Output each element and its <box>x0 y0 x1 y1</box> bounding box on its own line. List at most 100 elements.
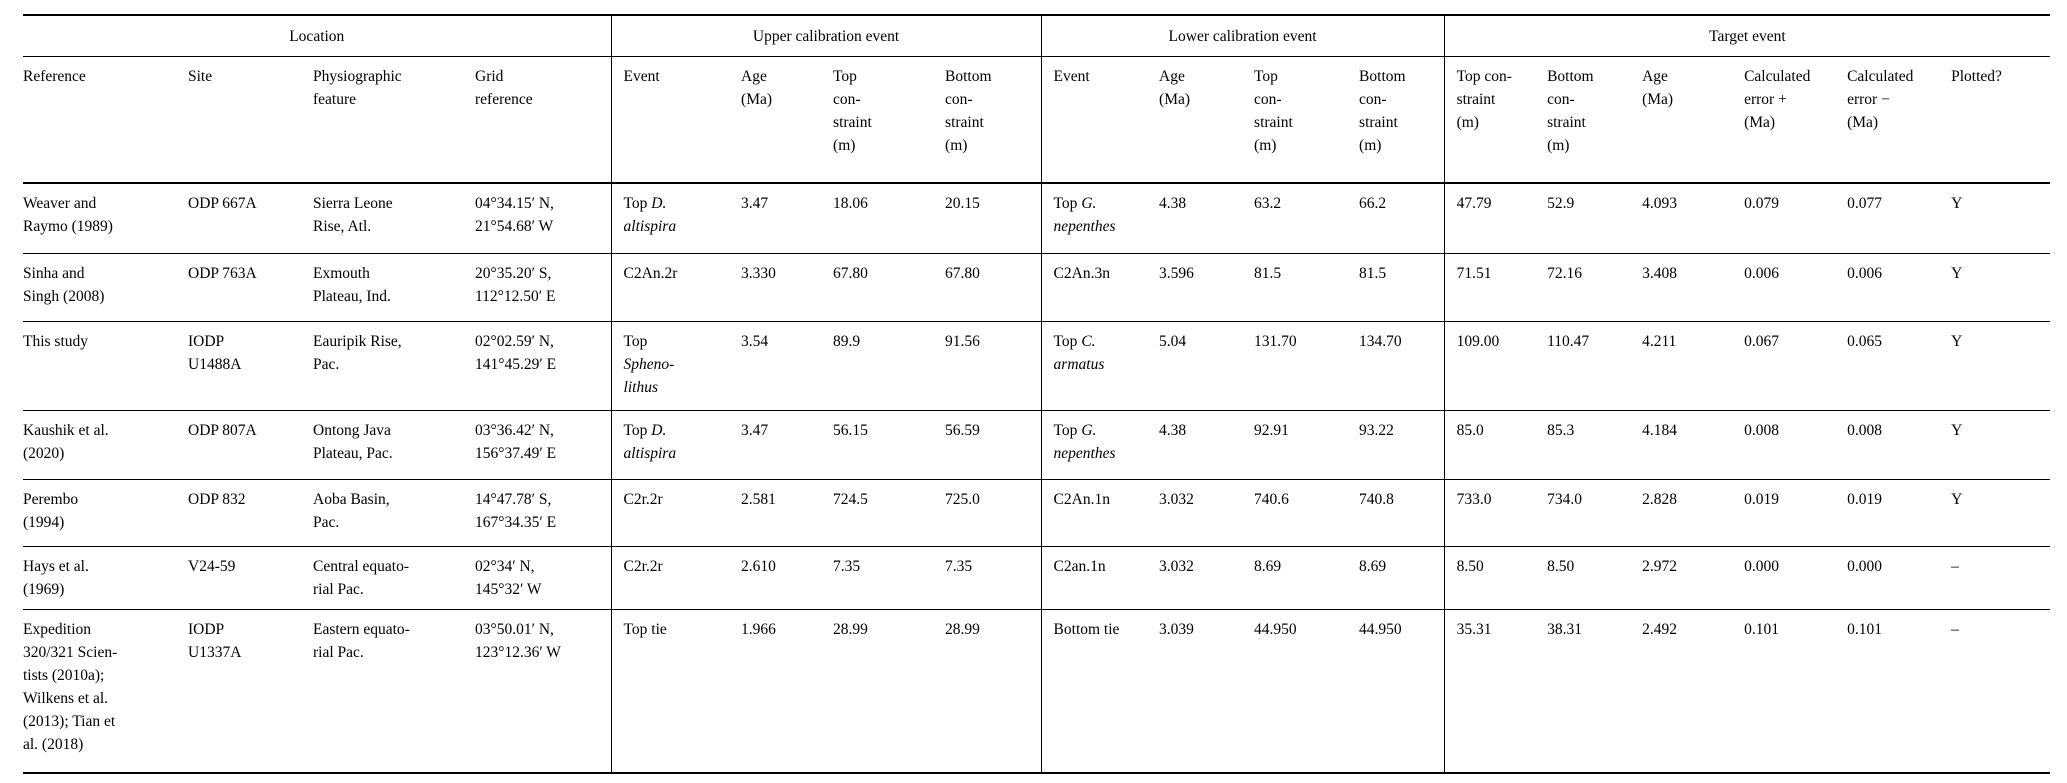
cell: 91.56 <box>945 320 1042 410</box>
cell: IODP U1337A <box>188 608 313 773</box>
table-row: This study IODP U1488A Eauripik Rise, Pac.… <box>23 320 2051 410</box>
cell: Kaushik et al. (2020) <box>23 409 188 479</box>
cell: Eastern equato- rial Pac. <box>313 608 475 773</box>
cell: 0.006 <box>1847 252 1952 321</box>
cell: Top D. altispira <box>610 409 742 479</box>
cell: C2An.2r <box>610 252 742 321</box>
cell: 47.79 <box>1443 182 1548 253</box>
cell: 0.000 <box>1744 545 1848 609</box>
cell: 5.04 <box>1159 320 1255 410</box>
cell: 3.032 <box>1159 478 1255 546</box>
column-header: Reference <box>23 56 188 184</box>
cell: Aoba Basin, Pac. <box>313 478 475 546</box>
cell: 0.006 <box>1744 252 1848 321</box>
table-row: Expedition 320/321 Scien- tists (2010a);… <box>23 608 2051 773</box>
column-header: Top con- straint (m) <box>1443 56 1548 184</box>
cell: 0.008 <box>1847 409 1952 479</box>
cell: 1.966 <box>741 608 834 773</box>
species-name: G. nepenthes <box>1053 195 1116 235</box>
cell: 3.596 <box>1159 252 1255 321</box>
column-header: Top con- straint (m) <box>1254 56 1360 184</box>
cell: 7.35 <box>833 545 946 609</box>
cell: 02°34′ N, 145°32′ W <box>475 545 612 609</box>
column-header: Age (Ma) <box>741 56 834 184</box>
cell: 734.0 <box>1547 478 1643 546</box>
cell: Y <box>1951 320 2051 410</box>
column-header: Age (Ma) <box>1642 56 1745 184</box>
cell: 85.3 <box>1547 409 1643 479</box>
cell: 81.5 <box>1359 252 1445 321</box>
cell: 66.2 <box>1359 182 1445 253</box>
column-header: Bottom con- straint (m) <box>1547 56 1643 184</box>
cell: 7.35 <box>945 545 1042 609</box>
cell: Top C. armatus <box>1040 320 1160 410</box>
group-header: Upper calibration event <box>610 15 1042 57</box>
cell: 20°35.20′ S, 112°12.50′ E <box>475 252 612 321</box>
cell: 03°36.42′ N, 156°37.49′ E <box>475 409 612 479</box>
column-header: Bottom con- straint (m) <box>1359 56 1445 184</box>
cell: 35.31 <box>1443 608 1548 773</box>
cell: Y <box>1951 182 2051 253</box>
cell: 733.0 <box>1443 478 1548 546</box>
cell: ODP 832 <box>188 478 313 546</box>
cell: 8.50 <box>1547 545 1643 609</box>
cell: 0.065 <box>1847 320 1952 410</box>
cell: 8.69 <box>1359 545 1445 609</box>
cell: 740.6 <box>1254 478 1360 546</box>
cell: Y <box>1951 478 2051 546</box>
cell: 8.69 <box>1254 545 1360 609</box>
cell: V24-59 <box>188 545 313 609</box>
cell: 131.70 <box>1254 320 1360 410</box>
cell: 725.0 <box>945 478 1042 546</box>
column-header: Grid reference <box>475 56 612 184</box>
column-header: Physiographic feature <box>313 56 475 184</box>
cell: 28.99 <box>833 608 946 773</box>
cell: 14°47.78′ S, 167°34.35′ E <box>475 478 612 546</box>
cell: 0.079 <box>1744 182 1848 253</box>
group-header: Target event <box>1443 15 2051 57</box>
table-row: Weaver and Raymo (1989) ODP 667A Sierra Le… <box>23 182 2051 253</box>
cell: 0.101 <box>1847 608 1952 773</box>
cell: 4.38 <box>1159 182 1255 253</box>
cell: This study <box>23 320 188 410</box>
species-name: Spheno- lithus <box>623 355 675 396</box>
cell: 28.99 <box>945 608 1042 773</box>
cell: 2.581 <box>741 478 834 546</box>
cell: 3.47 <box>741 182 834 253</box>
cell: 04°34.15′ N, 21°54.68′ W <box>475 182 612 253</box>
species-name: D. altispira <box>623 195 677 235</box>
cell: Sinha and Singh (2008) <box>23 252 188 321</box>
cell: C2r.2r <box>610 545 742 609</box>
cell: – <box>1951 545 2051 609</box>
cell: 109.00 <box>1443 320 1548 410</box>
cell: 134.70 <box>1359 320 1445 410</box>
cell: 72.16 <box>1547 252 1643 321</box>
table-row: Hays et al. (1969) V24-59 Central equato- … <box>23 545 2051 609</box>
column-header: Top con- straint (m) <box>833 56 946 184</box>
table-row: Perembo (1994) ODP 832 Aoba Basin, Pac. 14°… <box>23 478 2051 546</box>
cell: – <box>1951 608 2051 773</box>
cell: Exmouth Plateau, Ind. <box>313 252 475 321</box>
cell: Ontong Java Plateau, Pac. <box>313 409 475 479</box>
cell: Expedition 320/321 Scien- tists (2010a);… <box>23 608 188 773</box>
cell: 4.38 <box>1159 409 1255 479</box>
cell: 44.950 <box>1254 608 1360 773</box>
cell: 110.47 <box>1547 320 1643 410</box>
cell: Top G. nepenthes <box>1040 409 1160 479</box>
page: Location Upper calibration event Lower cal… <box>0 14 2067 774</box>
cell: 03°50.01′ N, 123°12.36′ W <box>475 608 612 773</box>
cell: 93.22 <box>1359 409 1445 479</box>
group-header: Lower calibration event <box>1040 15 1445 57</box>
cell: Bottom tie <box>1040 608 1160 773</box>
cell: 71.51 <box>1443 252 1548 321</box>
column-header: Calculated error − (Ma) <box>1847 56 1952 184</box>
group-header-row: Location Upper calibration event Lower cal… <box>23 15 2051 57</box>
species-name: C. armatus <box>1053 332 1105 373</box>
column-header: Bottom con- straint (m) <box>945 56 1042 184</box>
cell: Sierra Leone Rise, Atl. <box>313 182 475 253</box>
cell: 2.610 <box>741 545 834 609</box>
cell: 20.15 <box>945 182 1042 253</box>
calibration-events-table: Location Upper calibration event Lower cal… <box>23 14 2051 774</box>
cell: 63.2 <box>1254 182 1360 253</box>
cell: 4.093 <box>1642 182 1745 253</box>
